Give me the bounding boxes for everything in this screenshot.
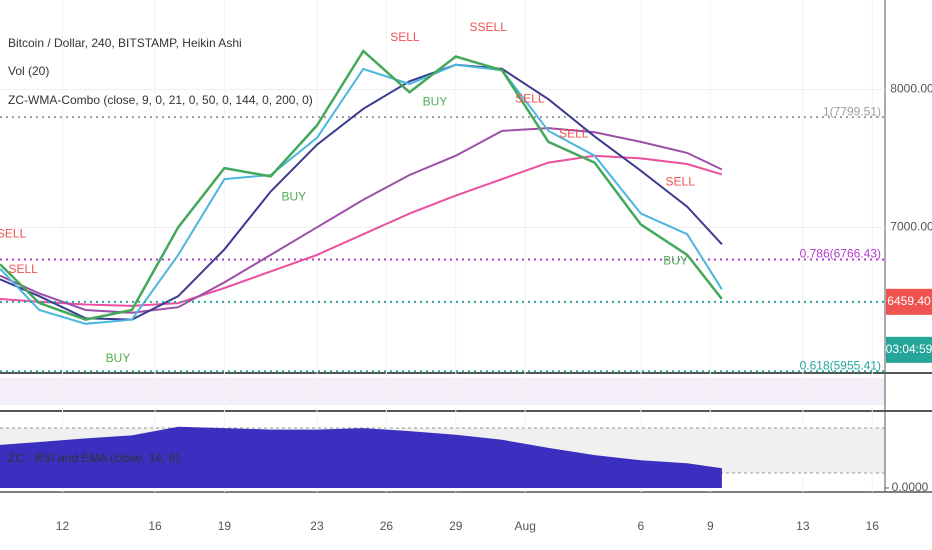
signal-label: SSELL xyxy=(470,20,508,34)
y-tick-label: 8000.00 xyxy=(890,82,932,96)
countdown-box xyxy=(886,336,932,363)
x-tick-label: 23 xyxy=(310,519,324,533)
rsi-area xyxy=(0,426,722,488)
fib-label: 1(7799.51) xyxy=(823,104,881,118)
x-tick-label: 16 xyxy=(148,519,162,533)
x-tick-label: Aug xyxy=(515,519,536,533)
x-tick-label: 29 xyxy=(449,519,463,533)
series-line xyxy=(0,63,723,321)
x-tick-label: 26 xyxy=(380,519,394,533)
x-tick-label: 12 xyxy=(56,519,70,533)
y-tick-label: 7000.00 xyxy=(890,220,932,234)
series-line xyxy=(0,154,723,307)
indicator-label: Vol (20) xyxy=(8,64,49,78)
signal-label: BUY xyxy=(423,95,448,109)
fib-label: 0.786(6766.43) xyxy=(800,247,881,261)
indicator-label: ZC-WMA-Combo (close, 9, 0, 21, 0, 50, 0,… xyxy=(8,93,313,107)
plot xyxy=(0,0,885,492)
signal-label: BUY xyxy=(281,190,306,204)
signal-label: SELL xyxy=(8,262,38,276)
chart-title: Bitcoin / Dollar, 240, BITSTAMP, Heikin … xyxy=(8,36,242,50)
x-tick-label: 6 xyxy=(638,519,645,533)
countdown-label: 03:04:59 xyxy=(886,342,932,356)
signal-label: BUY xyxy=(106,351,131,365)
x-tick-label: 19 xyxy=(218,519,232,533)
fib-label: 0.618(5955.41) xyxy=(800,358,881,372)
indicator-label: ZC - RSI and EMA (close, 14, 9) xyxy=(8,451,179,465)
last-price-label: 6459.40 xyxy=(887,294,931,308)
last-price-box xyxy=(886,288,932,315)
signal-label: SELL xyxy=(666,175,696,189)
signal-label: SELL xyxy=(0,226,27,240)
x-tick-label: 16 xyxy=(866,519,880,533)
signal-label: BUY xyxy=(663,253,688,267)
signal-label: SELL xyxy=(390,30,420,44)
x-tick-label: 13 xyxy=(796,519,810,533)
signal-label: SELL xyxy=(515,92,545,106)
oscillator-pane xyxy=(0,378,885,405)
y-tick-label: 0.0000 xyxy=(892,480,929,494)
series-line xyxy=(0,49,723,321)
x-tick-label: 9 xyxy=(707,519,714,533)
signal-label: SELL xyxy=(559,127,589,141)
series-line xyxy=(0,127,723,314)
series-line xyxy=(0,63,723,325)
